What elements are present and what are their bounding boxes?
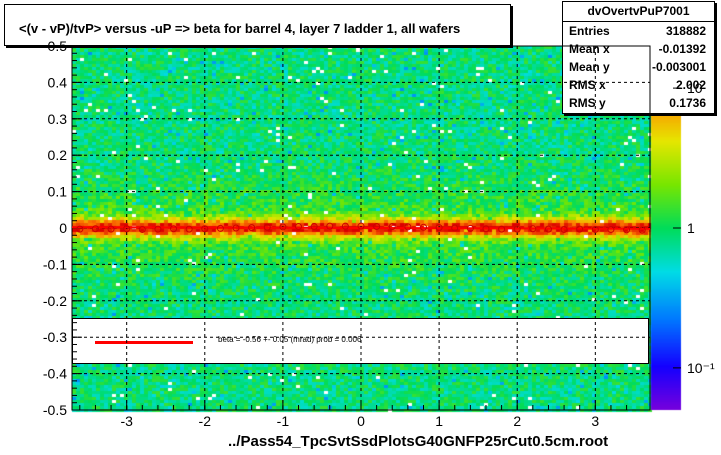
- stats-row-mean-x: Mean x -0.01392: [563, 40, 714, 58]
- title-box: <(v - vP)/tvP> versus -uP => beta for ba…: [4, 4, 511, 46]
- stats-value: 318882: [665, 24, 706, 38]
- stats-value: 2.002: [675, 78, 706, 92]
- stats-value: -0.01392: [658, 42, 706, 56]
- stats-row-rms-y: RMS y 0.1736: [563, 94, 714, 112]
- stats-key: RMS x: [569, 78, 606, 92]
- stats-name: dvOvertvPuP7001: [563, 2, 714, 22]
- stats-row-rms-x: RMS x 2.002: [563, 76, 714, 94]
- stats-row-mean-y: Mean y -0.003001: [563, 58, 714, 76]
- stats-value: 0.1736: [669, 96, 706, 110]
- fit-legend-line: [95, 341, 193, 344]
- fit-legend: beta = -0.56 +- 0.05 (mrad) prob = 0.006: [72, 318, 649, 364]
- chart-title: <(v - vP)/tvP> versus -uP => beta for ba…: [19, 21, 461, 36]
- stats-key: Mean x: [569, 42, 610, 56]
- stats-row-entries: Entries 318882: [563, 22, 714, 40]
- stats-box: dvOvertvPuP7001 Entries 318882 Mean x -0…: [562, 1, 715, 114]
- stats-key: RMS y: [569, 96, 606, 110]
- stats-value: -0.003001: [651, 60, 706, 74]
- stats-key: Mean y: [569, 60, 610, 74]
- stats-key: Entries: [569, 24, 610, 38]
- fit-legend-text: beta = -0.56 +- 0.05 (mrad) prob = 0.006: [218, 335, 362, 344]
- file-name-label: ../Pass54_TpcSvtSsdPlotsG40GNFP25rCut0.5…: [228, 433, 609, 450]
